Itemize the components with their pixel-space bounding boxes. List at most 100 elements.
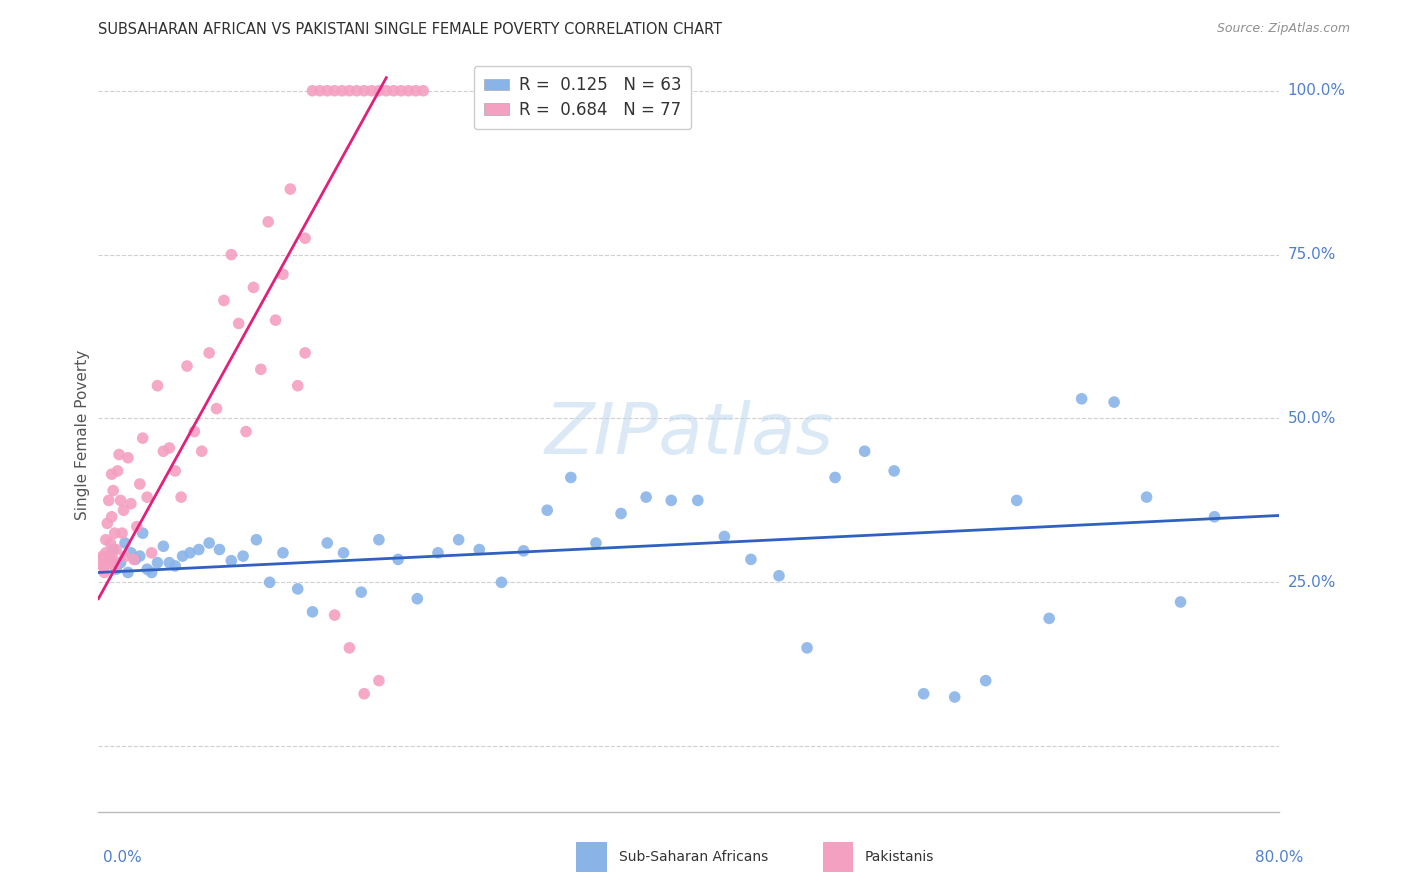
Point — [198, 346, 221, 360]
Text: 80.0%: 80.0% — [1256, 850, 1303, 864]
Bar — [576, 842, 607, 872]
Point — [187, 542, 209, 557]
Point — [120, 497, 142, 511]
Point — [294, 346, 316, 360]
Point — [245, 533, 267, 547]
Point — [271, 546, 294, 560]
Point — [93, 558, 115, 573]
Point — [412, 84, 434, 98]
Point — [100, 467, 122, 482]
Text: 75.0%: 75.0% — [1288, 247, 1336, 262]
Point — [97, 493, 120, 508]
Point — [114, 536, 136, 550]
Text: 50.0%: 50.0% — [1288, 411, 1336, 426]
Point — [136, 562, 159, 576]
Point — [636, 490, 658, 504]
Point — [98, 556, 121, 570]
Point — [259, 575, 281, 590]
Point — [271, 267, 294, 281]
Point — [368, 673, 391, 688]
Point — [375, 84, 398, 98]
Point — [368, 84, 391, 98]
Point — [132, 526, 155, 541]
Point — [278, 182, 302, 196]
Point — [659, 493, 682, 508]
Point — [368, 533, 391, 547]
Point — [128, 477, 150, 491]
Point — [1204, 509, 1226, 524]
Point — [228, 317, 250, 331]
Y-axis label: Single Female Poverty: Single Female Poverty — [75, 350, 90, 520]
Point — [176, 359, 198, 373]
Point — [152, 539, 174, 553]
Point — [94, 533, 117, 547]
Point — [824, 470, 846, 484]
Point — [219, 554, 242, 568]
Point — [104, 526, 127, 541]
Point — [768, 568, 790, 582]
Point — [122, 552, 145, 566]
Point — [883, 464, 905, 478]
Point — [172, 549, 194, 563]
Point — [157, 556, 180, 570]
Point — [105, 542, 128, 557]
Point — [360, 84, 382, 98]
Point — [287, 378, 309, 392]
Point — [136, 490, 159, 504]
Point — [93, 566, 115, 580]
Point — [94, 546, 117, 560]
Point — [120, 546, 142, 560]
Point — [110, 556, 132, 570]
Text: Pakistanis: Pakistanis — [865, 850, 934, 864]
Point — [117, 566, 139, 580]
Point — [323, 608, 346, 623]
Text: 100.0%: 100.0% — [1288, 83, 1346, 98]
Point — [219, 247, 242, 261]
Point — [205, 401, 228, 416]
Point — [536, 503, 558, 517]
Point — [132, 431, 155, 445]
Point — [107, 464, 129, 478]
Point — [330, 84, 353, 98]
Point — [250, 362, 273, 376]
Point — [257, 215, 280, 229]
Text: 0.0%: 0.0% — [103, 850, 142, 864]
Point — [128, 549, 150, 563]
Point — [353, 84, 375, 98]
Text: SUBSAHARAN AFRICAN VS PAKISTANI SINGLE FEMALE POVERTY CORRELATION CHART: SUBSAHARAN AFRICAN VS PAKISTANI SINGLE F… — [98, 22, 723, 37]
Point — [232, 549, 254, 563]
Point — [740, 552, 762, 566]
Point — [337, 640, 360, 655]
Point — [108, 448, 131, 462]
Point — [294, 231, 316, 245]
Point — [853, 444, 876, 458]
Point — [1135, 490, 1157, 504]
Point — [1102, 395, 1125, 409]
Point — [264, 313, 287, 327]
Point — [114, 549, 136, 563]
Point — [141, 546, 163, 560]
Point — [208, 542, 231, 557]
Point — [560, 470, 582, 484]
Point — [103, 552, 125, 566]
Point — [974, 673, 997, 688]
Point — [91, 549, 114, 563]
Point — [447, 533, 470, 547]
Point — [170, 490, 193, 504]
Point — [117, 450, 139, 465]
Point — [491, 575, 513, 590]
Point — [179, 546, 201, 560]
Point — [332, 546, 354, 560]
Point — [301, 84, 323, 98]
Point — [97, 549, 120, 563]
Point — [427, 546, 450, 560]
Point — [157, 441, 180, 455]
Point — [146, 556, 169, 570]
Point — [103, 483, 125, 498]
Point — [1038, 611, 1060, 625]
Point — [512, 544, 534, 558]
Text: Sub-Saharan Africans: Sub-Saharan Africans — [619, 850, 768, 864]
Point — [405, 84, 427, 98]
Point — [406, 591, 429, 606]
Point — [353, 687, 375, 701]
